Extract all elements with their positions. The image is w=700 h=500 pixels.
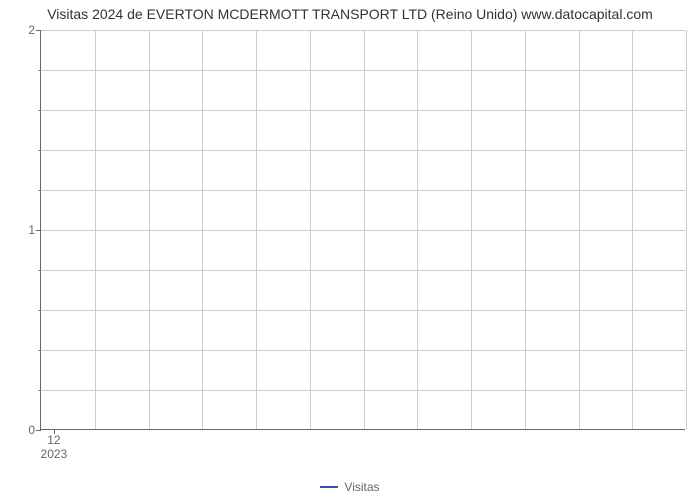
gridline-horizontal [41, 270, 685, 271]
gridline-horizontal [41, 190, 685, 191]
ytick-minor [38, 190, 41, 191]
ytick-label: 2 [28, 23, 35, 37]
gridline-horizontal [41, 350, 685, 351]
ytick-label: 1 [28, 223, 35, 237]
ytick-minor [38, 350, 41, 351]
ytick-mark [36, 430, 41, 431]
gridline-horizontal [41, 110, 685, 111]
xyear-label: 2023 [41, 447, 68, 461]
xtick-label: 12 [47, 433, 60, 447]
gridline-horizontal [41, 30, 685, 31]
ytick-minor [38, 310, 41, 311]
chart-container: Visitas 2024 de EVERTON MCDERMOTT TRANSP… [0, 0, 700, 500]
legend: Visitas [0, 480, 700, 494]
ytick-minor [38, 270, 41, 271]
chart-title: Visitas 2024 de EVERTON MCDERMOTT TRANSP… [0, 6, 700, 22]
gridline-vertical [686, 30, 687, 429]
plot-area: 012122023 [40, 30, 685, 430]
gridline-horizontal [41, 70, 685, 71]
ytick-minor [38, 110, 41, 111]
ytick-mark [36, 230, 41, 231]
gridline-horizontal [41, 230, 685, 231]
ytick-minor [38, 390, 41, 391]
ytick-mark [36, 30, 41, 31]
gridline-horizontal [41, 390, 685, 391]
ytick-label: 0 [28, 423, 35, 437]
legend-swatch-visitas [320, 486, 338, 488]
ytick-minor [38, 150, 41, 151]
legend-label-visitas: Visitas [344, 480, 379, 494]
ytick-minor [38, 70, 41, 71]
gridline-horizontal [41, 310, 685, 311]
gridline-horizontal [41, 150, 685, 151]
